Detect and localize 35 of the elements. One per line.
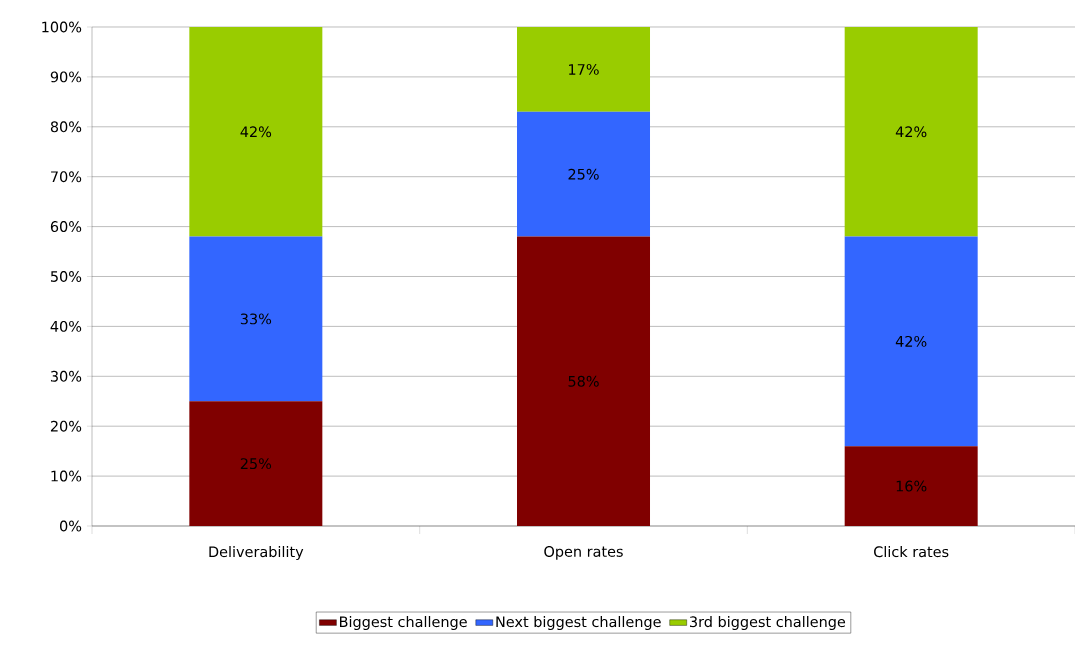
y-tick-label: 20%	[50, 420, 82, 432]
y-tick-label: 50%	[50, 271, 82, 282]
data-label: 25%	[240, 458, 272, 470]
x-tick-label: Deliverability	[209, 546, 304, 560]
y-tick-label: 100%	[42, 21, 82, 33]
data-label: 42%	[240, 126, 272, 138]
legend-label: Biggest challenge	[340, 616, 467, 630]
data-label: 42%	[895, 126, 927, 138]
bar	[517, 26, 651, 112]
data-label: 58%	[568, 375, 599, 387]
data-label: 17%	[569, 63, 599, 75]
bar	[844, 446, 978, 526]
data-label: 25%	[568, 168, 599, 180]
bar	[844, 26, 978, 237]
y-tick-label: 90%	[50, 71, 82, 83]
x-tick-label: Open rates	[544, 546, 623, 560]
bar	[844, 236, 978, 447]
legend-label: 3rd biggest challenge	[690, 616, 846, 630]
y-tick-label: 80%	[50, 121, 82, 133]
y-tick-label: 0%	[60, 520, 82, 532]
bar	[189, 401, 323, 526]
y-tick-label: 70%	[51, 171, 82, 183]
y-tick-label: 60%	[50, 221, 82, 233]
x-tick-label: Click rates	[874, 546, 949, 558]
legend-label: Next biggest challenge	[496, 616, 661, 630]
bar	[517, 236, 651, 526]
bar	[189, 236, 323, 402]
data-label: 42%	[895, 335, 927, 347]
y-tick-label: 40%	[50, 320, 82, 332]
bar	[517, 111, 651, 237]
data-label: 33%	[240, 313, 272, 325]
data-label: 16%	[896, 480, 927, 492]
bar	[189, 26, 323, 237]
y-tick-label: 10%	[51, 470, 82, 482]
y-tick-label: 30%	[50, 370, 82, 382]
